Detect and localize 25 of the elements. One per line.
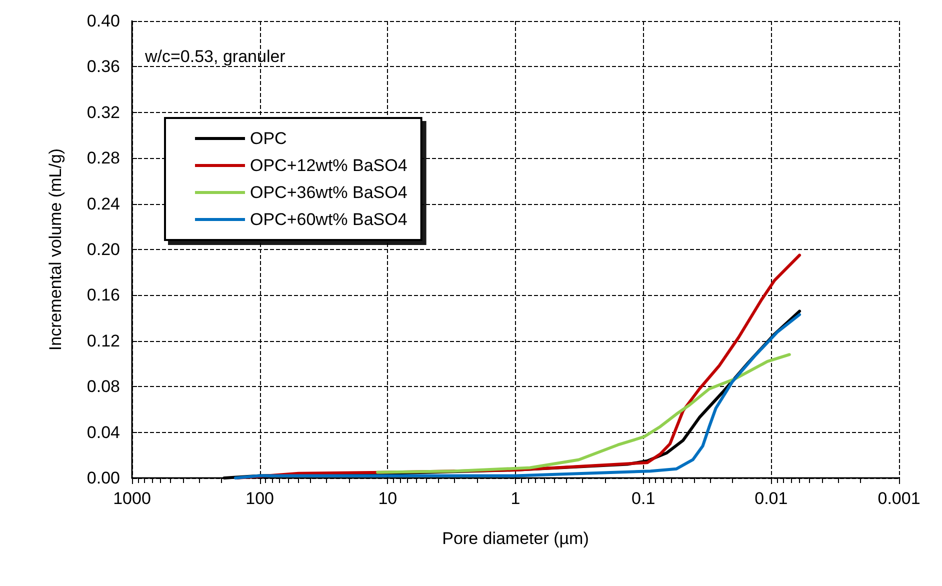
legend-label: OPC+12wt% BaSO4 (250, 156, 408, 175)
y-tick-label: 0.12 (86, 331, 120, 350)
legend-label: OPC+36wt% BaSO4 (250, 183, 408, 202)
y-tick-label: 0.08 (86, 377, 120, 396)
y-axis-title: Incremental volume (mL/g) (46, 148, 65, 351)
y-tick-label: 0.20 (86, 240, 120, 259)
legend-label: OPC+60wt% BaSO4 (250, 210, 408, 229)
x-tick-label: 0.001 (878, 489, 920, 508)
y-tick-label: 0.24 (86, 194, 120, 214)
y-tick-label: 0.28 (86, 148, 120, 168)
y-tick-label: 0.16 (86, 286, 120, 305)
legend-label: OPC (250, 129, 287, 148)
y-tick-label: 0.32 (86, 102, 120, 122)
y-tick-label: 0.36 (86, 57, 120, 76)
x-tick-label: 1000 (113, 489, 151, 508)
x-tick-label: 0.1 (632, 489, 656, 508)
x-tick-label: 0.01 (754, 489, 788, 508)
y-tick-label: 0.00 (86, 468, 120, 488)
x-tick-label: 1 (510, 489, 520, 508)
x-tick-label: 10 (378, 489, 398, 508)
y-tick-label: 0.40 (86, 12, 120, 30)
x-tick-label: 100 (246, 489, 274, 508)
annotation: w/c=0.53, granuler (144, 47, 286, 66)
x-axis-title: Pore diameter (µm) (442, 529, 589, 548)
y-tick-label: 0.04 (86, 422, 120, 442)
